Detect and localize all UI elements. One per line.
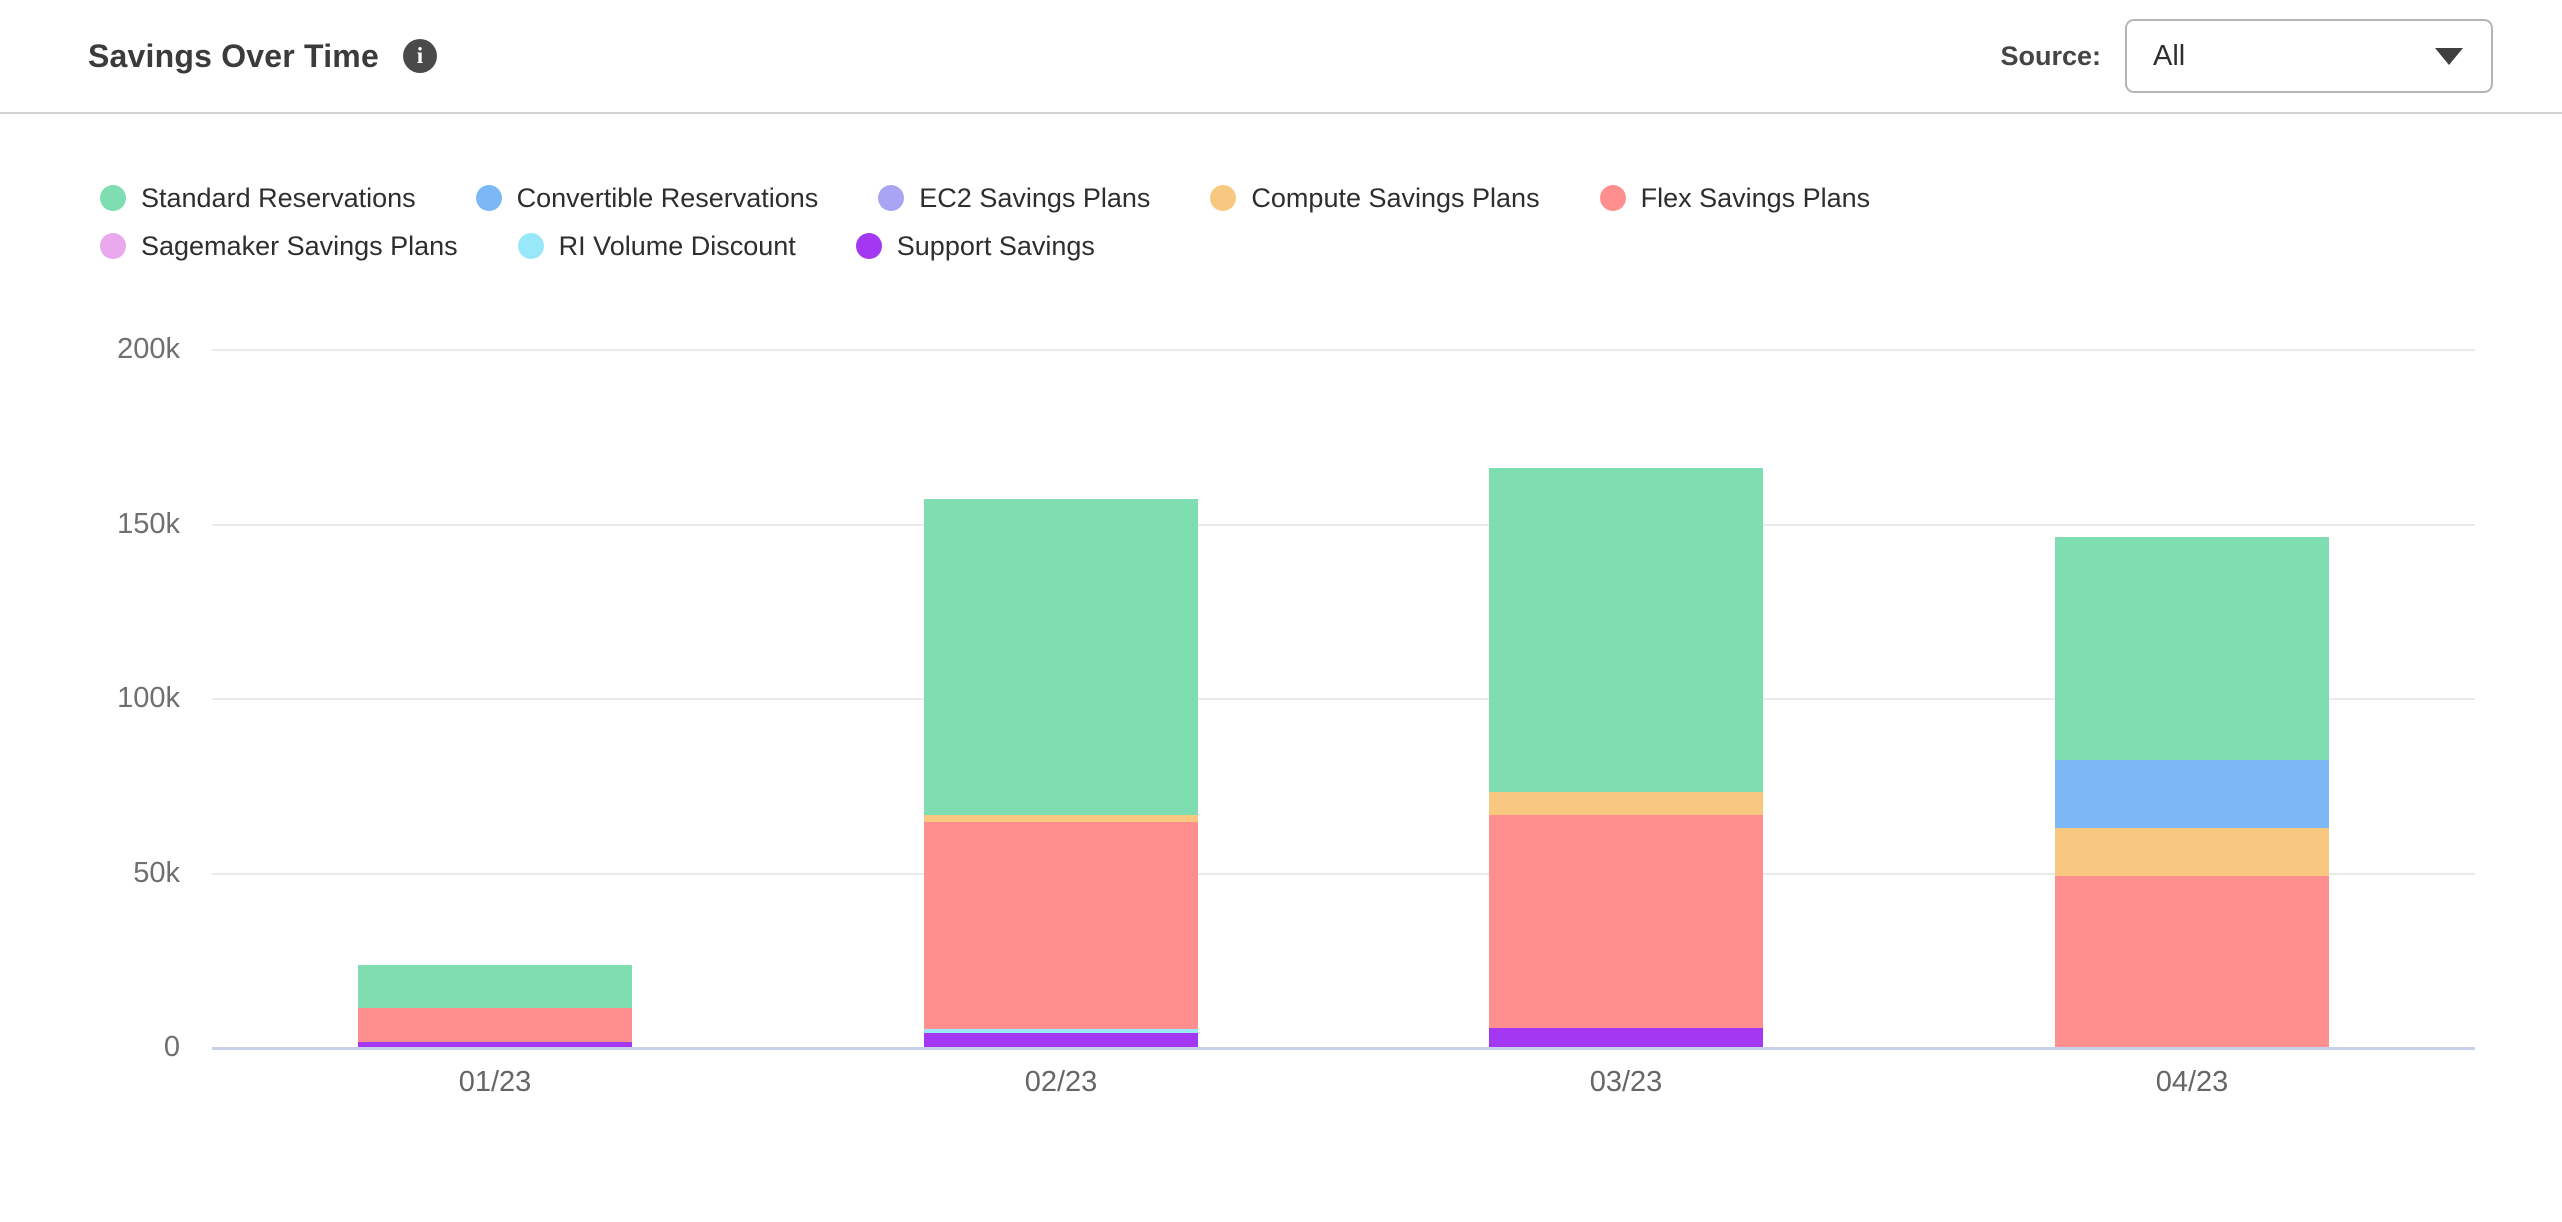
bar-01/23 [358, 965, 632, 1047]
y-axis-tick-label: 150k [117, 508, 180, 540]
source-selected-value: All [2153, 39, 2186, 72]
legend-item-support-savings[interactable]: Support Savings [855, 222, 1095, 270]
legend-label: Convertible Reservations [516, 182, 819, 213]
chart-legend: Standard Reservations Convertible Reserva… [100, 174, 2270, 270]
legend-item-ec2-savings-plans[interactable]: EC2 Savings Plans [878, 174, 1150, 222]
bar-segment-compute-savings-plans [924, 814, 1198, 822]
y-axis-tick-label: 50k [133, 857, 180, 889]
bar-segment-flex-savings-plans [358, 1008, 632, 1043]
legend-dot-icon [1599, 185, 1626, 211]
legend-label: RI Volume Discount [558, 230, 796, 261]
legend-dot-icon [855, 233, 882, 259]
bar-03/23 [1489, 468, 1763, 1047]
x-axis-line [212, 1047, 2475, 1050]
page-title: Savings Over Time [88, 37, 379, 74]
x-axis-tick-label: 03/23 [1589, 1066, 1663, 1098]
legend-item-ri-volume-discount[interactable]: RI Volume Discount [517, 222, 796, 270]
legend-label: Standard Reservations [141, 182, 416, 213]
source-dropdown[interactable]: All [2125, 19, 2493, 93]
bar-segment-standard-reservations [358, 965, 632, 1009]
bar-segment-support-savings [358, 1042, 632, 1047]
bar-04/23 [2055, 537, 2329, 1047]
source-filter: Source: All [2000, 0, 2493, 112]
bar-02/23 [924, 499, 1198, 1047]
legend-item-sagemaker-savings-plans[interactable]: Sagemaker Savings Plans [100, 222, 458, 270]
source-label: Source: [2000, 40, 2101, 71]
legend-dot-icon [517, 233, 544, 259]
legend-dot-icon [1210, 185, 1237, 211]
legend-dot-icon [475, 185, 502, 211]
gridline-200k [212, 349, 2475, 351]
legend-item-standard-reservations[interactable]: Standard Reservations [100, 174, 416, 222]
bar-segment-flex-savings-plans [924, 821, 1198, 1030]
x-axis-tick-label: 04/23 [2155, 1066, 2229, 1098]
bar-segment-ri-volume-discount [924, 1029, 1198, 1033]
legend-label: Support Savings [896, 230, 1095, 261]
bar-segment-convertible-reservations [2055, 760, 2329, 829]
header-divider [0, 112, 2562, 114]
legend-item-flex-savings-plans[interactable]: Flex Savings Plans [1599, 174, 1871, 222]
legend-dot-icon [878, 185, 905, 211]
bar-segment-flex-savings-plans [2055, 875, 2329, 1047]
y-axis-tick-label: 0 [163, 1031, 180, 1063]
info-icon[interactable]: i [402, 39, 437, 73]
x-axis-tick-label: 01/23 [458, 1066, 532, 1098]
legend-item-convertible-reservations[interactable]: Convertible Reservations [475, 174, 819, 222]
y-axis-tick-label: 200k [117, 333, 180, 365]
chevron-down-icon [2435, 48, 2463, 65]
legend-dot-icon [100, 233, 126, 259]
legend-label: EC2 Savings Plans [919, 182, 1151, 213]
bar-segment-compute-savings-plans [1489, 792, 1763, 816]
legend-label: Sagemaker Savings Plans [141, 230, 458, 261]
bar-segment-standard-reservations [2055, 537, 2329, 761]
gridline-50k [212, 873, 2475, 875]
bar-segment-support-savings [1489, 1027, 1763, 1047]
x-axis-tick-label: 02/23 [1024, 1066, 1098, 1098]
legend-label: Compute Savings Plans [1251, 182, 1540, 213]
gridline-150k [212, 524, 2475, 526]
legend-item-compute-savings-plans[interactable]: Compute Savings Plans [1210, 174, 1540, 222]
y-axis-tick-label: 100k [117, 682, 180, 714]
legend-dot-icon [100, 185, 126, 211]
bar-segment-compute-savings-plans [2055, 828, 2329, 876]
gridline-100k [212, 698, 2475, 700]
bar-segment-support-savings [924, 1032, 1198, 1047]
bar-segment-flex-savings-plans [1489, 815, 1763, 1028]
bar-segment-standard-reservations [924, 499, 1198, 815]
bar-segment-standard-reservations [1489, 468, 1763, 793]
legend-label: Flex Savings Plans [1640, 182, 1871, 213]
panel-header: Savings Over Time i Source: All [0, 0, 2562, 112]
